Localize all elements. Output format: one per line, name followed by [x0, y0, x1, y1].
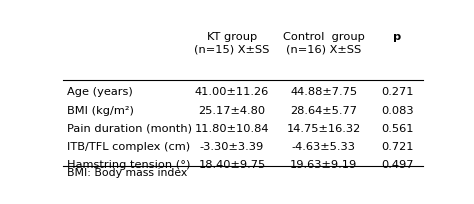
Text: BMI (kg/m²): BMI (kg/m²) — [66, 105, 134, 115]
Text: KT group
(n=15) X±SS: KT group (n=15) X±SS — [194, 32, 270, 54]
Text: Pain duration (month): Pain duration (month) — [66, 123, 191, 133]
Text: 28.64±5.77: 28.64±5.77 — [290, 105, 357, 115]
Text: 0.083: 0.083 — [381, 105, 413, 115]
Text: -4.63±5.33: -4.63±5.33 — [292, 141, 356, 151]
Text: Hamstring tension (°): Hamstring tension (°) — [66, 159, 190, 169]
Text: 44.88±7.75: 44.88±7.75 — [290, 87, 357, 97]
Text: 0.561: 0.561 — [381, 123, 413, 133]
Text: 14.75±16.32: 14.75±16.32 — [287, 123, 361, 133]
Text: ITB/TFL complex (cm): ITB/TFL complex (cm) — [66, 141, 190, 151]
Text: Control  group
(n=16) X±SS: Control group (n=16) X±SS — [283, 32, 365, 54]
Text: BMI: Body mass index: BMI: Body mass index — [66, 167, 187, 177]
Text: 41.00±11.26: 41.00±11.26 — [195, 87, 269, 97]
Text: 0.721: 0.721 — [381, 141, 413, 151]
Text: p: p — [393, 32, 401, 42]
Text: 19.63±9.19: 19.63±9.19 — [290, 159, 357, 169]
Text: 0.497: 0.497 — [381, 159, 413, 169]
Text: -3.30±3.39: -3.30±3.39 — [200, 141, 264, 151]
Text: 18.40±9.75: 18.40±9.75 — [198, 159, 265, 169]
Text: 0.271: 0.271 — [381, 87, 413, 97]
Text: Age (years): Age (years) — [66, 87, 132, 97]
Text: 11.80±10.84: 11.80±10.84 — [195, 123, 269, 133]
Text: 25.17±4.80: 25.17±4.80 — [198, 105, 265, 115]
